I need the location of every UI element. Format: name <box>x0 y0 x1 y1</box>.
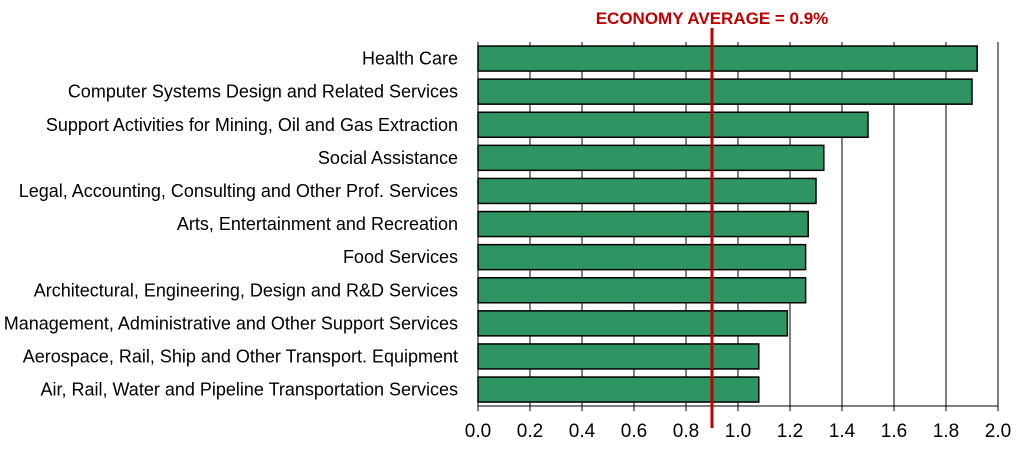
bar <box>477 45 978 72</box>
x-tick-label: 0.0 <box>465 421 491 442</box>
x-axis-tick-labels: 0.0 0.2 0.4 0.6 0.8 1.0 1.2 1.4 1.6 1.8 2.0 <box>465 406 1011 442</box>
category-label: Air, Rail, Water and Pipeline Transporta… <box>40 380 458 400</box>
x-tick-label: 0.8 <box>673 421 699 442</box>
category-label: Legal, Accounting, Consulting and Other … <box>19 181 458 201</box>
bars <box>477 45 978 403</box>
category-label: Food Services <box>343 247 458 267</box>
x-tick-label: 1.8 <box>933 421 959 442</box>
x-tick-label: 1.6 <box>881 421 907 442</box>
bar <box>477 277 807 304</box>
bar <box>477 310 789 337</box>
bar <box>477 243 807 271</box>
bar <box>477 210 809 238</box>
bar <box>477 111 869 138</box>
category-labels: Health Care Computer Systems Design and R… <box>4 49 458 400</box>
bar <box>477 376 760 403</box>
x-tick-label: 1.0 <box>725 421 751 442</box>
bar <box>477 78 973 105</box>
category-label: Support Activities for Mining, Oil and G… <box>46 115 458 135</box>
category-label: Aerospace, Rail, Ship and Other Transpor… <box>23 346 458 366</box>
category-label: Health Care <box>362 49 458 69</box>
category-label: Architectural, Engineering, Design and R… <box>34 280 458 300</box>
category-label: Management, Administrative and Other Sup… <box>4 313 458 333</box>
bar <box>477 144 825 172</box>
category-label: Computer Systems Design and Related Serv… <box>68 82 458 102</box>
x-tick-label: 2.0 <box>985 421 1011 442</box>
x-tick-label: 0.4 <box>569 421 596 442</box>
category-label: Social Assistance <box>318 148 458 168</box>
x-tick-label: 0.6 <box>621 421 647 442</box>
bar <box>477 343 760 370</box>
x-tick-label: 1.4 <box>829 421 856 442</box>
category-label: Arts, Entertainment and Recreation <box>177 214 458 234</box>
x-tick-label: 1.2 <box>777 421 803 442</box>
x-tick-label: 0.2 <box>517 421 543 442</box>
economy-average-label: ECONOMY AVERAGE = 0.9% <box>596 9 829 28</box>
bar <box>477 177 817 205</box>
